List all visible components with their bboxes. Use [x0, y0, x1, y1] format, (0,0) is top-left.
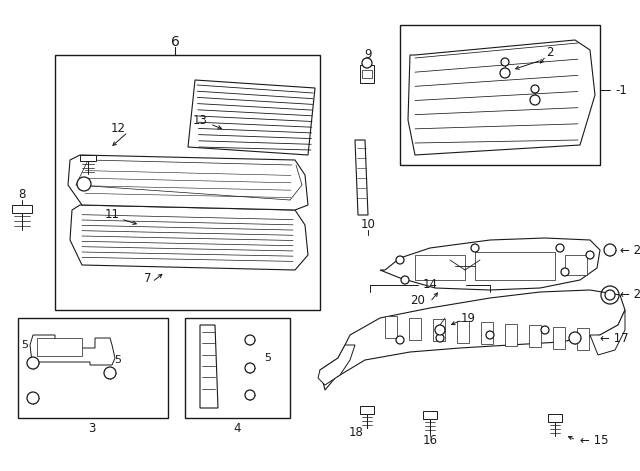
Text: 4: 4	[233, 422, 241, 435]
Polygon shape	[590, 310, 625, 355]
Bar	[565, 255, 587, 275]
Bar	[409, 317, 421, 340]
Text: 6: 6	[171, 35, 179, 49]
Circle shape	[245, 390, 255, 400]
Circle shape	[586, 251, 594, 259]
Bar	[385, 316, 397, 338]
Text: ← 22: ← 22	[620, 244, 640, 257]
Text: 11: 11	[104, 209, 120, 221]
Circle shape	[471, 244, 479, 252]
Circle shape	[245, 363, 255, 373]
Bar	[505, 324, 517, 346]
Bar	[577, 328, 589, 350]
Text: 16: 16	[422, 433, 438, 447]
Circle shape	[541, 326, 549, 334]
Circle shape	[556, 244, 564, 252]
Text: ← 15: ← 15	[580, 433, 609, 447]
Polygon shape	[380, 238, 600, 290]
Polygon shape	[188, 80, 315, 155]
Text: ← 21: ← 21	[620, 289, 640, 301]
Bar	[423, 411, 437, 419]
Polygon shape	[355, 140, 368, 215]
Bar	[80, 155, 96, 161]
Circle shape	[486, 331, 494, 339]
Text: ← 17: ← 17	[600, 332, 628, 344]
Bar	[415, 255, 465, 280]
Circle shape	[569, 332, 581, 344]
Bar	[475, 252, 555, 280]
Polygon shape	[200, 325, 218, 408]
Bar	[400, 25, 600, 165]
Bar	[55, 55, 320, 310]
Text: 5: 5	[115, 355, 122, 365]
Text: 14: 14	[422, 278, 438, 292]
Polygon shape	[320, 290, 625, 390]
Text: 2: 2	[547, 46, 554, 58]
Circle shape	[245, 335, 255, 345]
Text: 5: 5	[22, 340, 29, 350]
Bar	[12, 205, 32, 213]
Bar	[18, 318, 168, 418]
Bar	[548, 414, 562, 422]
Text: 5: 5	[264, 353, 271, 363]
Bar	[362, 70, 372, 78]
Polygon shape	[30, 335, 115, 365]
Text: 8: 8	[19, 188, 26, 202]
Bar	[185, 318, 290, 418]
Text: 19: 19	[461, 311, 476, 325]
Bar	[457, 320, 469, 342]
Circle shape	[530, 95, 540, 105]
Circle shape	[27, 392, 39, 404]
Circle shape	[77, 177, 91, 191]
Bar	[360, 65, 374, 83]
Circle shape	[396, 256, 404, 264]
Polygon shape	[408, 40, 595, 155]
Bar	[37, 338, 82, 356]
Bar	[433, 319, 445, 341]
Polygon shape	[318, 345, 355, 385]
Text: 18: 18	[349, 425, 364, 439]
Text: 13: 13	[193, 114, 207, 127]
Circle shape	[500, 68, 510, 78]
Circle shape	[435, 325, 445, 335]
Circle shape	[27, 357, 39, 369]
Circle shape	[436, 334, 444, 342]
Circle shape	[561, 268, 569, 276]
Circle shape	[531, 85, 539, 93]
Circle shape	[362, 58, 372, 68]
Circle shape	[396, 336, 404, 344]
Text: 20: 20	[411, 293, 426, 307]
Circle shape	[104, 367, 116, 379]
Text: 7: 7	[144, 271, 152, 284]
Circle shape	[501, 58, 509, 66]
Polygon shape	[68, 155, 308, 210]
Text: 10: 10	[360, 219, 376, 232]
Polygon shape	[70, 205, 308, 270]
Bar	[481, 322, 493, 344]
Bar	[553, 326, 565, 349]
Circle shape	[605, 290, 615, 300]
Bar	[360, 406, 374, 414]
Text: 9: 9	[364, 49, 372, 62]
Circle shape	[401, 276, 409, 284]
Text: 3: 3	[88, 422, 96, 435]
Text: 12: 12	[111, 122, 125, 135]
Text: -1: -1	[615, 83, 627, 97]
Circle shape	[604, 244, 616, 256]
Bar	[529, 325, 541, 347]
